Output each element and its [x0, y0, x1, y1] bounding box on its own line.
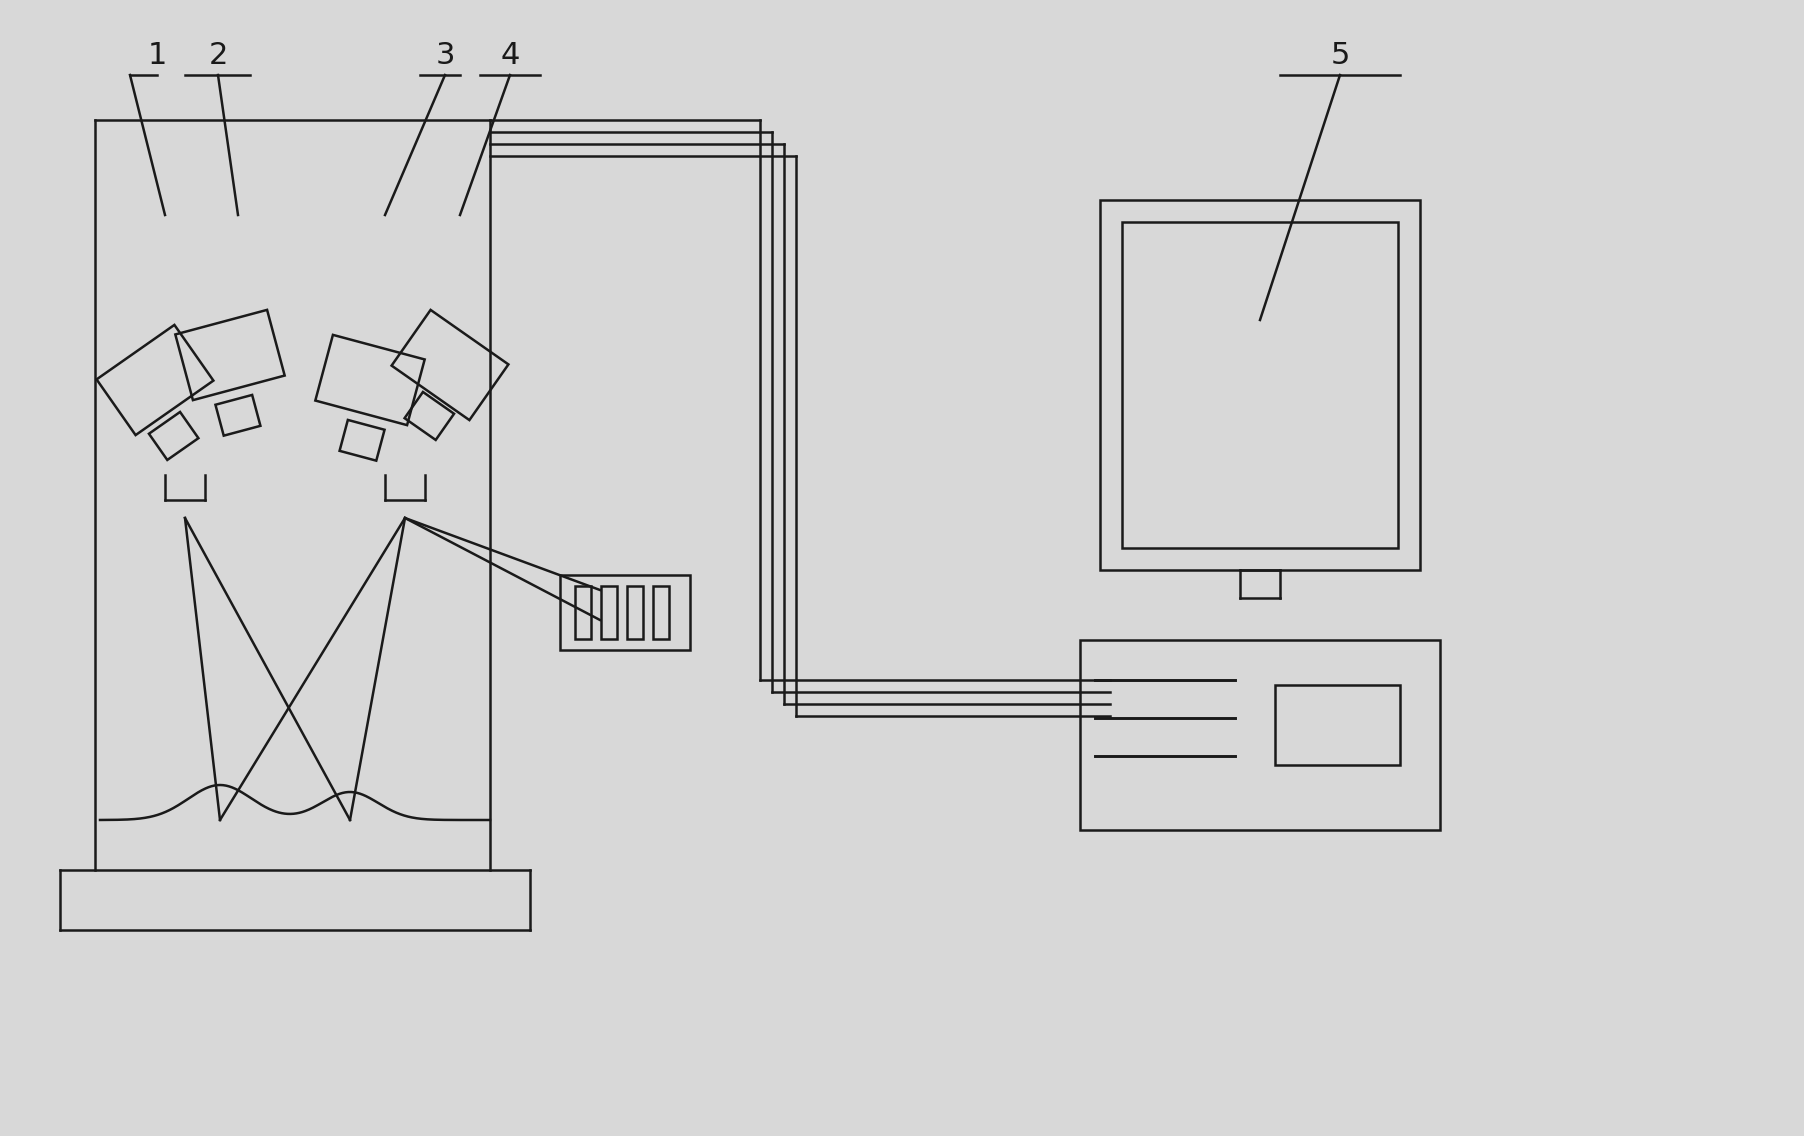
- Bar: [601, 586, 617, 640]
- Text: 3: 3: [435, 41, 455, 69]
- Text: 5: 5: [1330, 41, 1349, 69]
- Bar: [628, 586, 642, 640]
- Bar: [1081, 640, 1440, 830]
- Text: 2: 2: [207, 41, 227, 69]
- Text: 4: 4: [500, 41, 520, 69]
- Bar: [559, 575, 689, 650]
- Text: 1: 1: [148, 41, 166, 69]
- Bar: [1275, 685, 1400, 765]
- Bar: [575, 586, 592, 640]
- Bar: [1100, 200, 1420, 570]
- Bar: [653, 586, 669, 640]
- Bar: [1122, 222, 1398, 548]
